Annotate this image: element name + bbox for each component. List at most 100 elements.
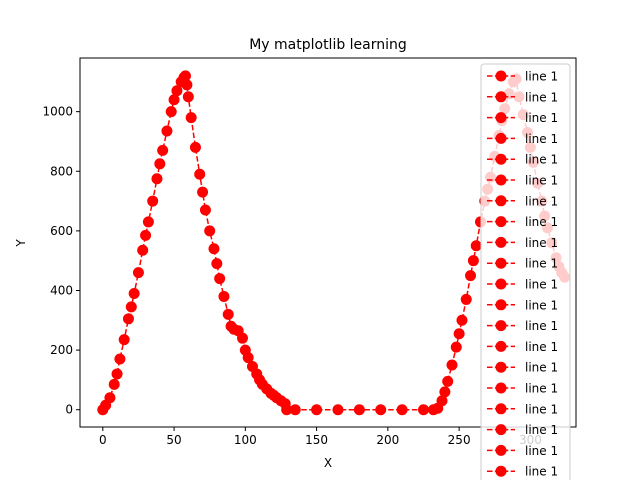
data-point: [470, 240, 482, 252]
data-point: [104, 392, 116, 404]
legend-swatch-marker: [495, 216, 507, 228]
legend-swatch-marker: [495, 424, 507, 436]
legend-swatch-marker: [495, 465, 507, 477]
data-point: [353, 404, 365, 416]
data-point: [142, 216, 154, 228]
data-point: [122, 313, 134, 325]
data-point: [179, 70, 191, 82]
legend-label: line 1: [525, 319, 558, 333]
legend-swatch-marker: [495, 257, 507, 269]
legend-label: line 1: [525, 402, 558, 416]
data-point: [311, 404, 323, 416]
data-point: [197, 186, 209, 198]
data-point: [446, 359, 458, 371]
chart-title: My matplotlib learning: [249, 37, 407, 53]
legend-label: line 1: [525, 153, 558, 167]
y-tick-label: 400: [50, 283, 73, 297]
data-point: [111, 368, 123, 380]
legend-swatch-marker: [495, 382, 507, 394]
data-point: [236, 332, 248, 344]
legend-swatch-marker: [495, 132, 507, 144]
data-point: [199, 204, 211, 216]
legend-label: line 1: [525, 340, 558, 354]
legend-label: line 1: [525, 90, 558, 104]
data-point: [218, 290, 230, 302]
legend-swatch-marker: [495, 195, 507, 207]
legend-label: line 1: [525, 236, 558, 250]
legend-swatch-marker: [495, 91, 507, 103]
legend-swatch-marker: [495, 340, 507, 352]
data-point: [189, 141, 201, 153]
x-tick-label: 100: [234, 433, 257, 447]
legend-label: line 1: [525, 257, 558, 271]
data-point: [450, 341, 462, 353]
data-point: [154, 158, 166, 170]
data-point: [140, 229, 152, 241]
data-point: [439, 386, 451, 398]
data-point: [185, 112, 197, 124]
data-point: [417, 404, 429, 416]
data-point: [242, 352, 254, 364]
y-tick-label: 200: [50, 343, 73, 357]
legend-label: line 1: [525, 174, 558, 188]
legend-label: line 1: [525, 194, 558, 208]
data-point: [460, 293, 472, 305]
y-axis-label: Y: [14, 239, 28, 248]
legend-swatch-marker: [495, 112, 507, 124]
legend-swatch-marker: [495, 361, 507, 373]
legend-label: line 1: [525, 215, 558, 229]
data-point: [396, 404, 408, 416]
y-tick-label: 800: [50, 164, 73, 178]
data-point: [171, 85, 183, 97]
axis-layer: 05010015020025030002004006008001000: [42, 57, 577, 447]
legend-swatch-marker: [495, 174, 507, 186]
legend-swatch-marker: [495, 70, 507, 82]
data-point: [137, 244, 149, 256]
data-point: [108, 378, 120, 390]
legend-label: line 1: [525, 382, 558, 396]
legend-label: line 1: [525, 111, 558, 125]
legend-label: line 1: [525, 132, 558, 146]
x-tick-label: 50: [166, 433, 181, 447]
legend-label: line 1: [525, 361, 558, 375]
data-point: [204, 225, 216, 237]
legend-label: line 1: [525, 70, 558, 84]
y-tick-label: 1000: [42, 105, 73, 119]
data-point: [222, 308, 234, 320]
x-tick-label: 0: [99, 433, 107, 447]
x-tick-label: 150: [305, 433, 328, 447]
data-point: [375, 404, 387, 416]
data-point: [157, 144, 169, 156]
data-point: [181, 79, 193, 91]
data-point: [118, 334, 130, 346]
legend-label: line 1: [525, 278, 558, 292]
legend-swatch-marker: [495, 278, 507, 290]
data-point: [332, 404, 344, 416]
data-point: [465, 270, 477, 282]
data-point: [214, 273, 226, 285]
legend-swatch-marker: [495, 320, 507, 332]
legend: line 1 line 1 line 1 line 1 line 1 line 1 line…: [480, 63, 571, 480]
y-tick-label: 0: [65, 403, 73, 417]
data-point: [125, 301, 137, 313]
y-tick-label: 600: [50, 224, 73, 238]
legend-swatch-marker: [495, 153, 507, 165]
legend-label: line 1: [525, 465, 558, 479]
data-point: [208, 243, 220, 255]
x-tick-label: 250: [448, 433, 471, 447]
legend-label: line 1: [525, 444, 558, 458]
legend-swatch-marker: [495, 299, 507, 311]
data-point: [182, 91, 194, 103]
data-point: [442, 375, 454, 387]
data-point: [128, 287, 140, 299]
data-point: [151, 173, 163, 185]
data-point: [467, 255, 479, 267]
data-point: [211, 258, 223, 270]
data-point: [453, 328, 465, 340]
legend-swatch-marker: [495, 236, 507, 248]
data-point: [165, 106, 177, 118]
x-tick-label: 200: [376, 433, 399, 447]
data-point: [161, 125, 173, 137]
